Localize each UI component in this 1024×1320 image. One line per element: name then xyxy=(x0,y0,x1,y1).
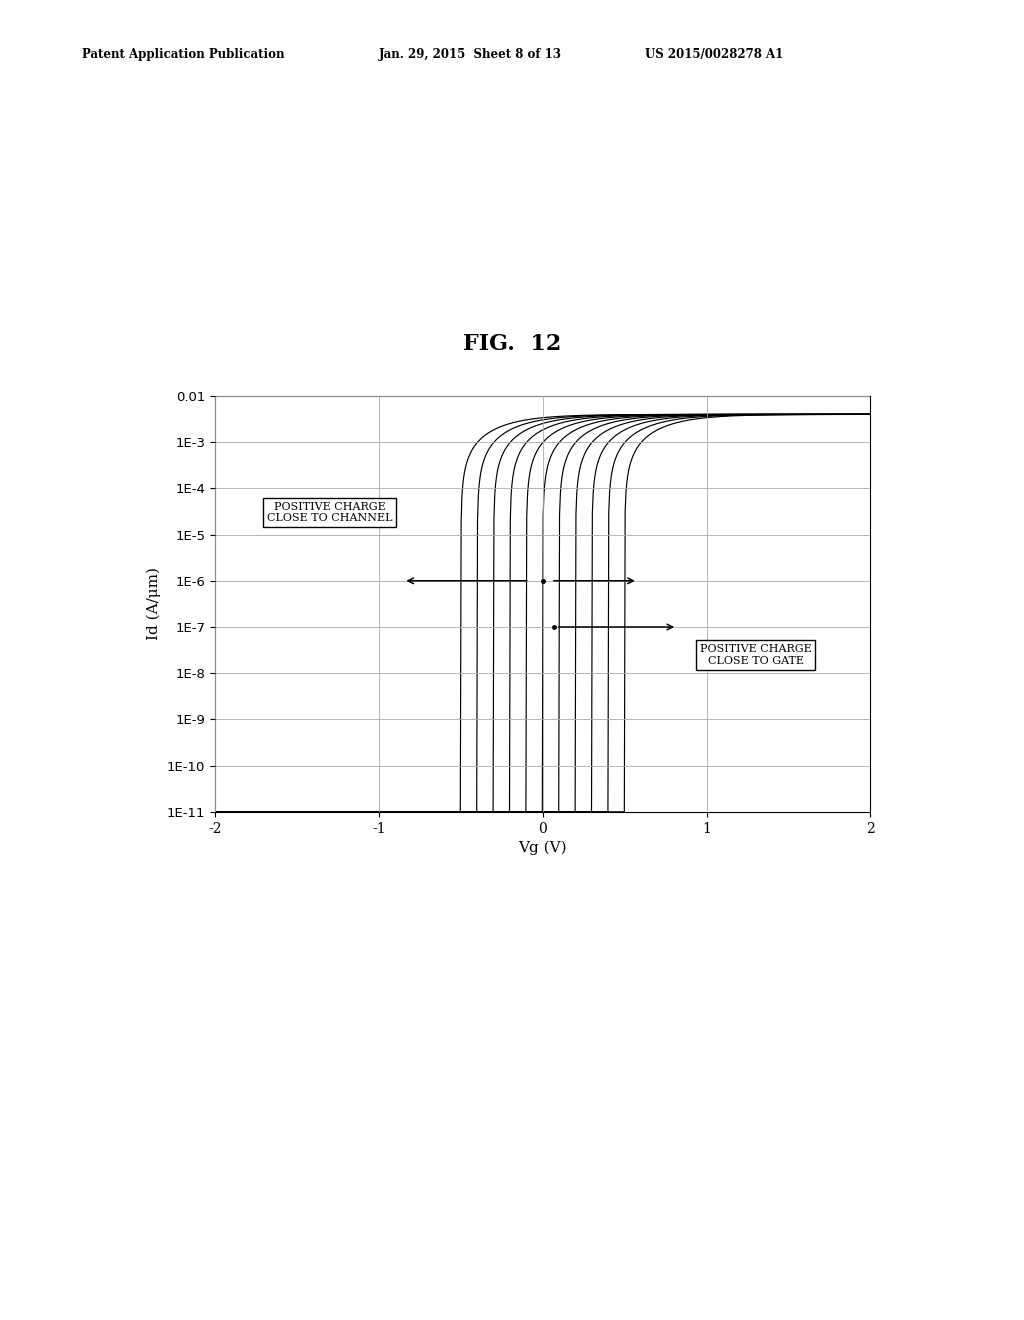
Text: Jan. 29, 2015  Sheet 8 of 13: Jan. 29, 2015 Sheet 8 of 13 xyxy=(379,48,562,61)
Text: POSITIVE CHARGE
CLOSE TO GATE: POSITIVE CHARGE CLOSE TO GATE xyxy=(699,644,812,665)
Text: US 2015/0028278 A1: US 2015/0028278 A1 xyxy=(645,48,783,61)
Text: Patent Application Publication: Patent Application Publication xyxy=(82,48,285,61)
Text: FIG.  12: FIG. 12 xyxy=(463,333,561,355)
X-axis label: Vg (V): Vg (V) xyxy=(518,841,567,855)
Text: POSITIVE CHARGE
CLOSE TO CHANNEL: POSITIVE CHARGE CLOSE TO CHANNEL xyxy=(267,502,392,523)
Y-axis label: Id (A/μm): Id (A/μm) xyxy=(146,568,161,640)
